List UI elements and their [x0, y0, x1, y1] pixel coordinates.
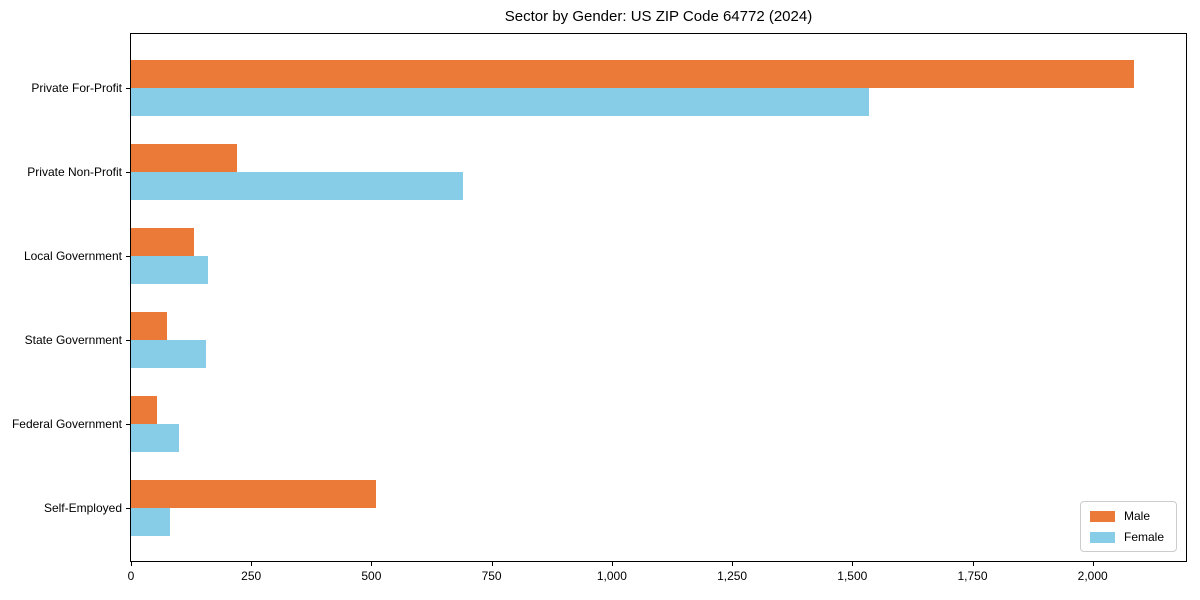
bar-male-4: [131, 312, 168, 340]
y-axis-label: Self-Employed: [43, 501, 122, 515]
legend-item-female: Female: [1089, 530, 1164, 544]
bar-male-2: [131, 144, 237, 172]
legend-label: Female: [1123, 530, 1164, 544]
x-tick-mark: [611, 562, 613, 566]
bar-female-2: [131, 172, 463, 200]
x-tick-mark: [491, 562, 493, 566]
chart-title: Sector by Gender: US ZIP Code 64772 (202…: [504, 8, 813, 25]
bar-male-1: [131, 60, 1134, 88]
x-tick-mark: [732, 562, 734, 566]
x-tick-label: 2,000: [1077, 569, 1108, 583]
bar-female-5: [131, 424, 180, 452]
x-tick-mark: [371, 562, 373, 566]
x-tick-label: 1,250: [717, 569, 748, 583]
legend-swatch-female: [1089, 531, 1115, 543]
x-tick-label: 0: [127, 569, 135, 583]
bar-female-1: [131, 88, 870, 116]
bar-male-3: [131, 228, 194, 256]
y-axis-label: Local Government: [23, 249, 122, 263]
y-axis-label: Private Non-Profit: [27, 165, 122, 179]
y-axis-label: State Government: [24, 333, 122, 347]
y-tick-mark: [126, 256, 130, 257]
x-tick-label: 750: [481, 569, 502, 583]
y-axis-label: Private For-Profit: [31, 81, 122, 95]
y-tick-mark: [126, 424, 130, 425]
x-tick-label: 500: [361, 569, 382, 583]
legend-swatch-male: [1089, 510, 1115, 522]
bar-male-6: [131, 480, 377, 508]
legend-label: Male: [1123, 509, 1150, 523]
y-tick-mark: [126, 172, 130, 173]
x-tick-mark: [131, 562, 132, 566]
y-axis-label: Federal Government: [11, 417, 122, 431]
legend-item-male: Male: [1089, 509, 1164, 523]
legend: Male Female: [1079, 501, 1177, 552]
x-tick-mark: [1092, 562, 1094, 566]
x-tick-mark: [972, 562, 974, 566]
bar-male-5: [131, 396, 158, 424]
bar-female-6: [131, 508, 170, 536]
y-tick-mark: [126, 340, 130, 341]
x-tick-label: 1,500: [837, 569, 868, 583]
x-tick-label: 1,750: [957, 569, 988, 583]
x-tick-label: 1,000: [596, 569, 627, 583]
x-tick-mark: [251, 562, 253, 566]
x-tick-label: 250: [241, 569, 262, 583]
y-tick-mark: [126, 508, 130, 509]
y-tick-mark: [126, 88, 130, 89]
bar-female-3: [131, 256, 208, 284]
x-tick-mark: [852, 562, 854, 566]
plot-area: Male Female: [130, 33, 1187, 562]
bar-female-4: [131, 340, 206, 368]
